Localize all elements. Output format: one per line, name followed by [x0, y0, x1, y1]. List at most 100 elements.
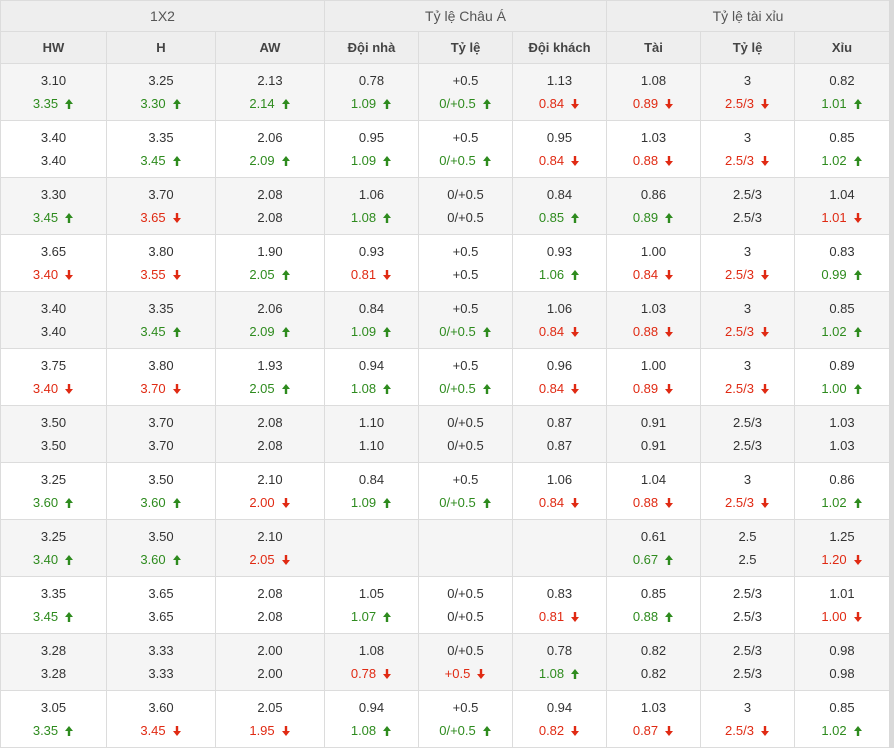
live-odds-value: 1.02 [821, 722, 847, 738]
arrow-up-icon [853, 155, 863, 167]
live-odds: 1.03 [829, 438, 854, 454]
live-odds-value: 2.5/3 [733, 608, 762, 624]
cell-over: 0.85 0.88 [606, 576, 701, 634]
arrow-down-icon [281, 725, 291, 737]
scrollbar-edge[interactable] [889, 0, 894, 748]
live-odds-value: 2.05 [249, 380, 275, 396]
arrow-down-icon [664, 326, 674, 338]
opening-odds: 1.05 [358, 585, 385, 601]
live-odds-value: 0.98 [829, 665, 855, 681]
opening-odds: 3.30 [40, 186, 67, 202]
live-odds: 0/+0.5 [439, 495, 492, 511]
cell-under: 0.85 1.02 [794, 120, 890, 178]
arrow-up-icon [64, 98, 74, 110]
cell-under: 0.89 1.00 [794, 348, 890, 406]
live-odds: 0/+0.5 [439, 723, 492, 739]
cell-away-team: 0.94 0.82 [512, 690, 607, 748]
col-handicap: Tỷ lệ [418, 31, 513, 64]
cell-home-team: 1.06 1.08 [324, 177, 419, 235]
opening-odds: 3 [743, 72, 752, 88]
live-odds-value: 2.08 [257, 209, 283, 225]
live-odds-value: 0.84 [538, 152, 565, 168]
live-odds-value: 1.03 [829, 437, 855, 453]
cell-total-line: 2.5/3 2.5/3 [700, 405, 795, 463]
live-odds-value: 3.35 [32, 95, 59, 111]
opening-odds: 3.75 [40, 357, 67, 373]
opening-odds: 3.10 [40, 72, 67, 88]
arrow-down-icon [64, 269, 74, 281]
cell-under: 0.85 1.02 [794, 690, 890, 748]
live-odds-value: 0.82 [640, 665, 667, 681]
live-odds-value: 2.09 [249, 323, 275, 339]
live-odds: 2.5/3 [733, 609, 762, 625]
arrow-down-icon [853, 554, 863, 566]
cell-total-line: 3 2.5/3 [700, 291, 795, 349]
odds-body: 3.10 3.35 3.25 3.30 2.13 2.14 0.78 1.09 +0.5 0/+0… [0, 63, 890, 748]
live-odds-value: 2.09 [249, 152, 275, 168]
live-odds-value: 3.60 [140, 494, 166, 510]
opening-odds: 1.04 [829, 186, 855, 202]
live-odds-value: 0.91 [640, 437, 667, 453]
live-odds-value: 0.88 [632, 323, 659, 339]
arrow-up-icon [64, 212, 74, 224]
arrow-up-icon [64, 725, 74, 737]
opening-odds: 0.95 [358, 129, 385, 145]
live-odds-value: 1.08 [350, 380, 377, 396]
column-header-row: HW H AW Đội nhà Tỷ lệ Đội khách Tài Tỷ l… [0, 31, 890, 64]
opening-odds: 3.80 [148, 243, 174, 259]
live-odds-value: 2.00 [249, 494, 275, 510]
opening-odds: 0.94 [358, 357, 385, 373]
cell-total-line: 2.5/3 2.5/3 [700, 177, 795, 235]
live-odds: 1.00 [821, 609, 862, 625]
live-odds-value: 3.40 [32, 551, 59, 567]
live-odds: +0.5 [445, 666, 487, 682]
col-home-team: Đội nhà [324, 31, 419, 64]
opening-odds: 1.25 [829, 528, 855, 544]
live-odds-value: 0.67 [632, 551, 659, 567]
live-odds: 0/+0.5 [447, 609, 484, 625]
cell-under: 0.85 1.02 [794, 291, 890, 349]
live-odds-value: 0.99 [821, 266, 847, 282]
live-odds: 3.45 [33, 210, 74, 226]
cell-home-team: 0.78 1.09 [324, 63, 419, 121]
live-odds: 0.87 [633, 723, 674, 739]
live-odds-value: 0.88 [632, 494, 659, 510]
live-odds: 2.05 [249, 552, 290, 568]
live-odds-value: 3.55 [140, 266, 166, 282]
live-odds: 0.82 [539, 723, 580, 739]
opening-odds: 0.85 [829, 129, 855, 145]
live-odds: 3.45 [140, 153, 181, 169]
live-odds-value: 0.87 [632, 722, 659, 738]
opening-odds: 3.70 [148, 186, 174, 202]
live-odds: 2.00 [257, 666, 282, 682]
arrow-up-icon [382, 611, 392, 623]
live-odds: 1.00 [821, 381, 862, 397]
live-odds: 0.78 [351, 666, 392, 682]
group-over-under: Tỷ lệ tài xỉu [606, 0, 890, 32]
live-odds-value: 1.10 [358, 437, 385, 453]
opening-odds: 3 [743, 471, 752, 487]
arrow-down-icon [853, 212, 863, 224]
cell-away-win: 1.93 2.05 [215, 348, 325, 406]
live-odds: 3.45 [140, 324, 181, 340]
arrow-down-icon [664, 155, 674, 167]
live-odds-value: 3.45 [140, 152, 166, 168]
live-odds: 2.5/3 [725, 267, 770, 283]
cell-handicap: 0/+0.5 0/+0.5 [418, 576, 513, 634]
arrow-up-icon [570, 668, 580, 680]
arrow-down-icon [281, 497, 291, 509]
col-away-win: AW [215, 31, 325, 64]
cell-home-team [324, 519, 419, 577]
arrow-down-icon [476, 668, 486, 680]
opening-odds: 1.08 [640, 72, 667, 88]
live-odds: 0/+0.5 [447, 210, 484, 226]
live-odds: 2.5/3 [733, 210, 762, 226]
opening-odds: 0.83 [829, 243, 855, 259]
arrow-down-icon [570, 611, 580, 623]
opening-odds: 0/+0.5 [447, 186, 484, 202]
arrow-up-icon [853, 98, 863, 110]
opening-odds: 0.85 [640, 585, 667, 601]
opening-odds: 1.13 [546, 72, 573, 88]
live-odds: 3.40 [33, 267, 74, 283]
